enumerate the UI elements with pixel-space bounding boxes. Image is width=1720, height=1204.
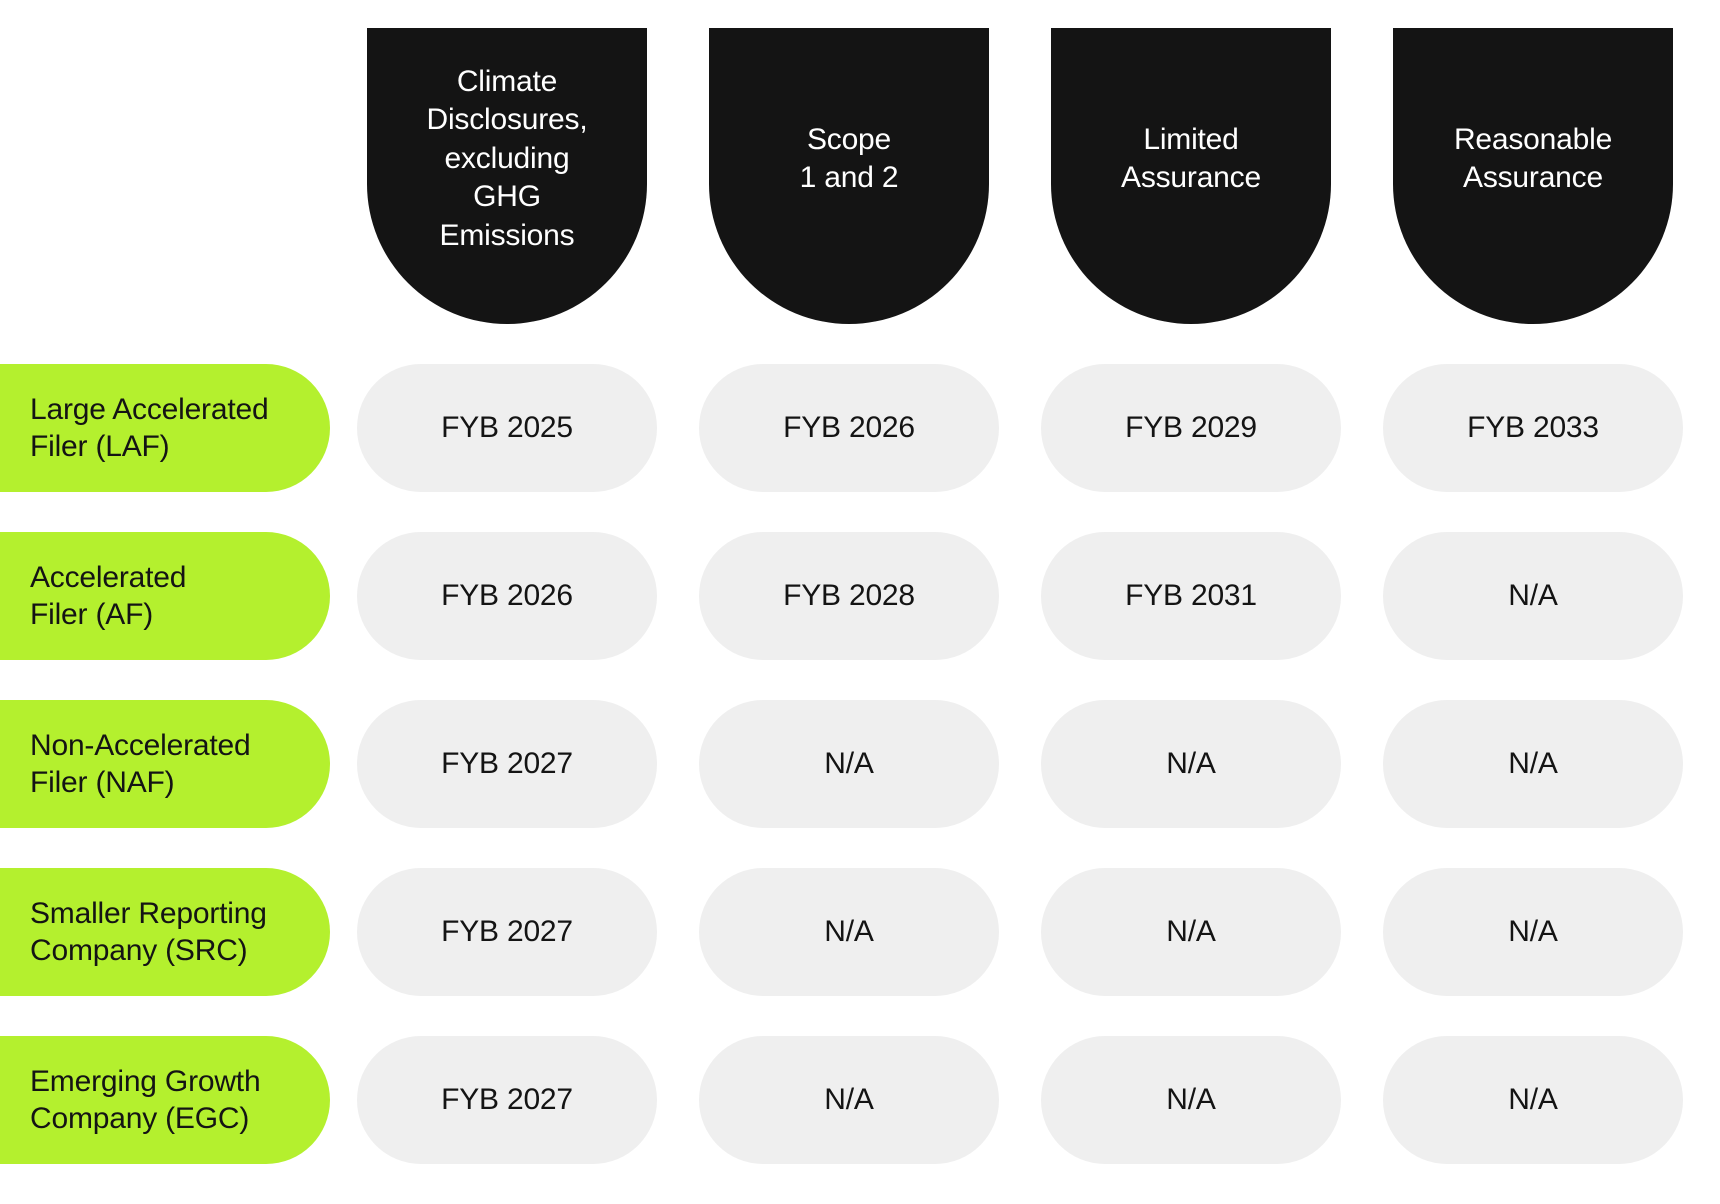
cell-value: FYB 2031 [1125, 579, 1257, 613]
cell-value: FYB 2028 [783, 579, 915, 613]
table-cell: FYB 2025 [357, 364, 657, 492]
table-cell: N/A [1041, 1036, 1341, 1164]
column-header: Scope 1 and 2 [709, 28, 989, 324]
row-header: Accelerated Filer (AF) [0, 532, 330, 660]
column-header: Limited Assurance [1051, 28, 1331, 324]
cell-value: FYB 2029 [1125, 411, 1257, 445]
cell-value: N/A [1166, 1083, 1215, 1117]
column-header-label: Climate Disclosures, excluding GHG Emiss… [427, 63, 588, 255]
table-cell: FYB 2033 [1383, 364, 1683, 492]
cell-value: N/A [1508, 915, 1557, 949]
cell-value: N/A [824, 747, 873, 781]
cell-value: N/A [1508, 747, 1557, 781]
table-cell: N/A [699, 868, 999, 996]
table-cell: N/A [1383, 868, 1683, 996]
table-cell: N/A [1383, 700, 1683, 828]
column-header-label: Reasonable Assurance [1454, 121, 1612, 198]
row-header: Large Accelerated Filer (LAF) [0, 364, 330, 492]
cell-value: N/A [1508, 1083, 1557, 1117]
cell-value: FYB 2026 [783, 411, 915, 445]
cell-value: FYB 2027 [441, 1083, 573, 1117]
column-header-label: Limited Assurance [1121, 121, 1261, 198]
table-cell: FYB 2026 [699, 364, 999, 492]
row-header: Emerging Growth Company (EGC) [0, 1036, 330, 1164]
row-header-label: Non-Accelerated Filer (NAF) [30, 727, 250, 802]
cell-value: FYB 2025 [441, 411, 573, 445]
cell-value: N/A [1166, 915, 1215, 949]
cell-value: FYB 2027 [441, 915, 573, 949]
cell-value: FYB 2027 [441, 747, 573, 781]
table-cell: FYB 2029 [1041, 364, 1341, 492]
table-cell: N/A [1041, 700, 1341, 828]
row-header-label: Large Accelerated Filer (LAF) [30, 391, 268, 466]
column-header: Reasonable Assurance [1393, 28, 1673, 324]
cell-value: FYB 2026 [441, 579, 573, 613]
row-header: Non-Accelerated Filer (NAF) [0, 700, 330, 828]
cell-value: N/A [1166, 747, 1215, 781]
table-cell: FYB 2027 [357, 700, 657, 828]
table-cell: N/A [699, 1036, 999, 1164]
table-cell: FYB 2028 [699, 532, 999, 660]
cell-value: N/A [824, 1083, 873, 1117]
table-cell: N/A [1383, 532, 1683, 660]
column-header-label: Scope 1 and 2 [800, 121, 899, 198]
cell-value: FYB 2033 [1467, 411, 1599, 445]
cell-value: N/A [1508, 579, 1557, 613]
table-cell: FYB 2027 [357, 868, 657, 996]
table-cell: FYB 2031 [1041, 532, 1341, 660]
table-cell: N/A [699, 700, 999, 828]
table-cell: FYB 2027 [357, 1036, 657, 1164]
row-header-label: Accelerated Filer (AF) [30, 559, 186, 634]
compliance-timeline-table: Climate Disclosures, excluding GHG Emiss… [0, 28, 1680, 1164]
table-cell: N/A [1041, 868, 1341, 996]
cell-value: N/A [824, 915, 873, 949]
table-cell: FYB 2026 [357, 532, 657, 660]
row-header-label: Emerging Growth Company (EGC) [30, 1063, 260, 1138]
row-header: Smaller Reporting Company (SRC) [0, 868, 330, 996]
row-header-label: Smaller Reporting Company (SRC) [30, 895, 267, 970]
table-cell: N/A [1383, 1036, 1683, 1164]
column-header: Climate Disclosures, excluding GHG Emiss… [367, 28, 647, 324]
